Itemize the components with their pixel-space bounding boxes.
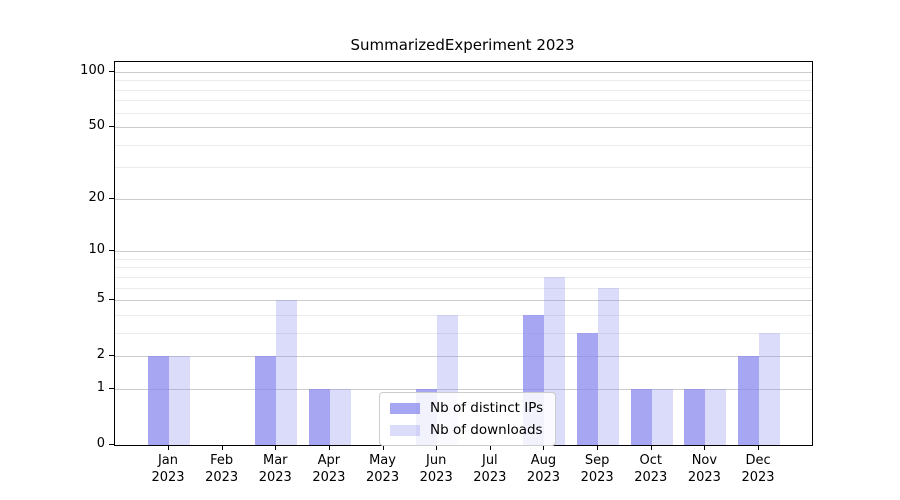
gridline-minor: [115, 258, 812, 260]
bar-distinct-ips: [684, 388, 706, 445]
bar-distinct-ips: [577, 332, 599, 445]
gridline-minor: [115, 167, 812, 169]
x-axis-tick: [168, 445, 169, 450]
gridline-major: [115, 356, 812, 358]
gridline-minor: [115, 287, 812, 289]
y-axis-tick: [109, 250, 114, 252]
x-tick-label-year: 2023: [366, 470, 400, 485]
chart-title: SummarizedExperiment 2023: [350, 36, 575, 54]
x-tick-label: Jan 2023: [136, 452, 200, 486]
x-tick-label: Apr 2023: [297, 452, 361, 486]
gridline-minor: [115, 112, 812, 114]
x-tick-label: Sep 2023: [565, 452, 629, 486]
x-tick-label: Jun 2023: [404, 452, 468, 486]
x-axis-tick: [650, 445, 652, 450]
gridline-minor: [115, 100, 812, 102]
x-tick-label-year: 2023: [741, 470, 775, 485]
bar-downloads: [169, 356, 190, 445]
x-axis-tick: [597, 445, 599, 450]
bar-downloads: [598, 287, 620, 445]
bar-downloads: [276, 300, 298, 445]
x-tick-label-year: 2023: [580, 470, 614, 485]
y-axis-tick: [109, 197, 114, 199]
x-tick-label-year: 2023: [687, 470, 721, 485]
x-tick-label-year: 2023: [526, 470, 561, 485]
bar-distinct-ips: [148, 356, 169, 445]
gridline-major: [115, 388, 812, 390]
bar-distinct-ips: [308, 388, 330, 445]
plot-area: [114, 61, 813, 446]
gridline-major: [115, 251, 812, 253]
legend-swatch-downloads: [390, 424, 420, 436]
gridline-major: [115, 127, 812, 129]
x-tick-label-year: 2023: [473, 470, 507, 485]
gridline-minor: [115, 80, 812, 82]
y-axis-tick: [109, 444, 114, 445]
x-tick-label-year: 2023: [151, 470, 185, 485]
y-tick-label: 100: [80, 62, 105, 78]
gridline-minor: [115, 314, 812, 316]
y-tick-label: 10: [88, 242, 105, 258]
gridline-major: [115, 300, 812, 302]
bar-distinct-ips: [738, 356, 760, 445]
y-axis-tick: [109, 299, 114, 301]
x-axis-tick: [382, 445, 384, 450]
gridline-major: [115, 71, 812, 73]
x-axis-tick: [328, 445, 330, 450]
gridline-minor: [115, 276, 812, 278]
y-axis-tick: [109, 126, 114, 128]
y-axis-tick: [109, 355, 114, 357]
bar-distinct-ips: [630, 388, 652, 445]
x-tick-label: Dec 2023: [726, 452, 790, 486]
x-axis-tick: [543, 445, 545, 450]
x-axis-tick: [436, 445, 438, 450]
x-tick-label-year: 2023: [634, 470, 668, 485]
y-tick-label: 1: [96, 379, 105, 395]
x-tick-label: Jul 2023: [458, 452, 522, 486]
x-axis-tick: [758, 445, 760, 450]
legend-label-distinct-ips: Nb of distinct IPs: [430, 400, 544, 416]
bar-downloads: [651, 388, 673, 445]
y-axis-tick: [109, 70, 114, 72]
legend-label-downloads: Nb of downloads: [430, 422, 543, 438]
gridline-minor: [115, 89, 812, 91]
x-tick-label: May 2023: [351, 452, 415, 486]
y-axis-tick: [109, 387, 114, 389]
x-axis-tick: [704, 445, 706, 450]
x-tick-label-year: 2023: [205, 470, 239, 485]
y-tick-label: 20: [88, 189, 105, 205]
x-tick-label-year: 2023: [312, 470, 346, 485]
bar-downloads: [329, 388, 351, 445]
gridline-minor: [115, 144, 812, 146]
legend: Nb of distinct IPs Nb of downloads: [379, 392, 557, 446]
y-tick-label: 50: [88, 118, 105, 134]
legend-swatch-distinct-ips: [390, 402, 420, 414]
x-tick-label: Oct 2023: [619, 452, 683, 486]
gridline-minor: [115, 332, 812, 334]
legend-item-downloads: Nb of downloads: [390, 422, 543, 438]
x-axis-tick: [489, 445, 491, 450]
x-tick-label: Mar 2023: [243, 452, 307, 486]
x-tick-label: Aug 2023: [511, 452, 575, 486]
y-tick-label: 5: [96, 291, 105, 307]
bar-downloads: [759, 332, 781, 445]
x-tick-label: Nov 2023: [672, 452, 736, 486]
x-axis-tick: [275, 445, 277, 450]
x-tick-label: Feb 2023: [190, 452, 254, 486]
x-axis-tick: [221, 445, 223, 450]
x-tick-label-year: 2023: [419, 470, 453, 485]
bar-distinct-ips: [255, 356, 277, 445]
gridline-minor: [115, 267, 812, 269]
y-tick-label: 2: [96, 347, 105, 363]
gridline-major: [115, 198, 812, 200]
y-tick-label: 0: [96, 436, 105, 451]
bar-downloads: [705, 388, 727, 445]
x-tick-label-year: 2023: [258, 470, 292, 485]
legend-item-distinct-ips: Nb of distinct IPs: [390, 400, 543, 416]
